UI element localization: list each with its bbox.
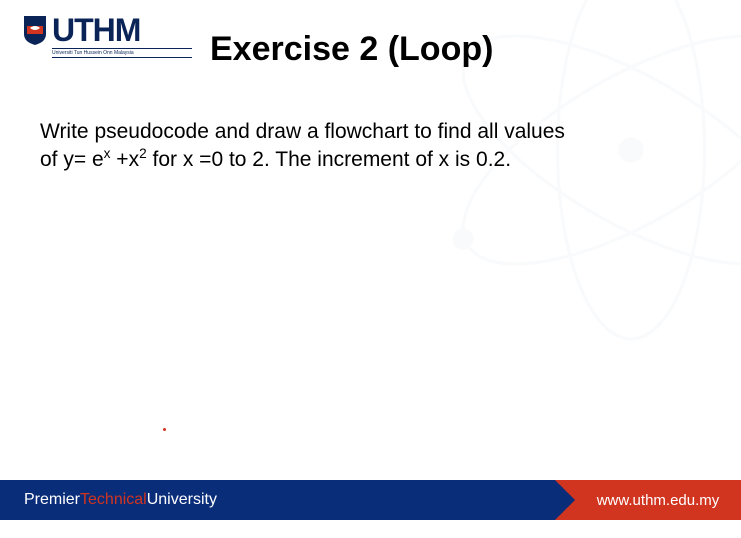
body-sup2: 2 — [139, 146, 147, 161]
body-line1: Write pseudocode and draw a flowchart to… — [40, 120, 565, 143]
slide-body: Write pseudocode and draw a flowchart to… — [40, 118, 691, 174]
slide-title: Exercise 2 (Loop) — [210, 30, 493, 69]
logo-shield-icon — [22, 14, 48, 46]
body-line2-prefix: of y= e — [40, 148, 104, 171]
small-dot — [163, 428, 166, 431]
footer-bar: Premier Technical University www.uthm.ed… — [0, 480, 741, 520]
body-line2-suffix: for x =0 to 2. The increment of x is 0.2… — [147, 148, 511, 171]
footer-left-highlight: Technical — [80, 491, 147, 509]
slide-container: UTHM Universiti Tun Hussein Onn Malaysia… — [0, 0, 741, 538]
logo-text: UTHM — [52, 14, 192, 46]
uthm-logo: UTHM Universiti Tun Hussein Onn Malaysia — [22, 14, 192, 58]
logo-subtext: Universiti Tun Hussein Onn Malaysia — [52, 48, 192, 58]
footer-left-prefix: Premier — [24, 491, 80, 509]
footer-right-url: www.uthm.edu.my — [555, 480, 741, 520]
footer-left: Premier Technical University — [0, 480, 555, 520]
logo-text-wrap: UTHM Universiti Tun Hussein Onn Malaysia — [52, 14, 192, 58]
footer-left-suffix: University — [147, 491, 217, 509]
body-line2-mid: +x — [110, 148, 139, 171]
